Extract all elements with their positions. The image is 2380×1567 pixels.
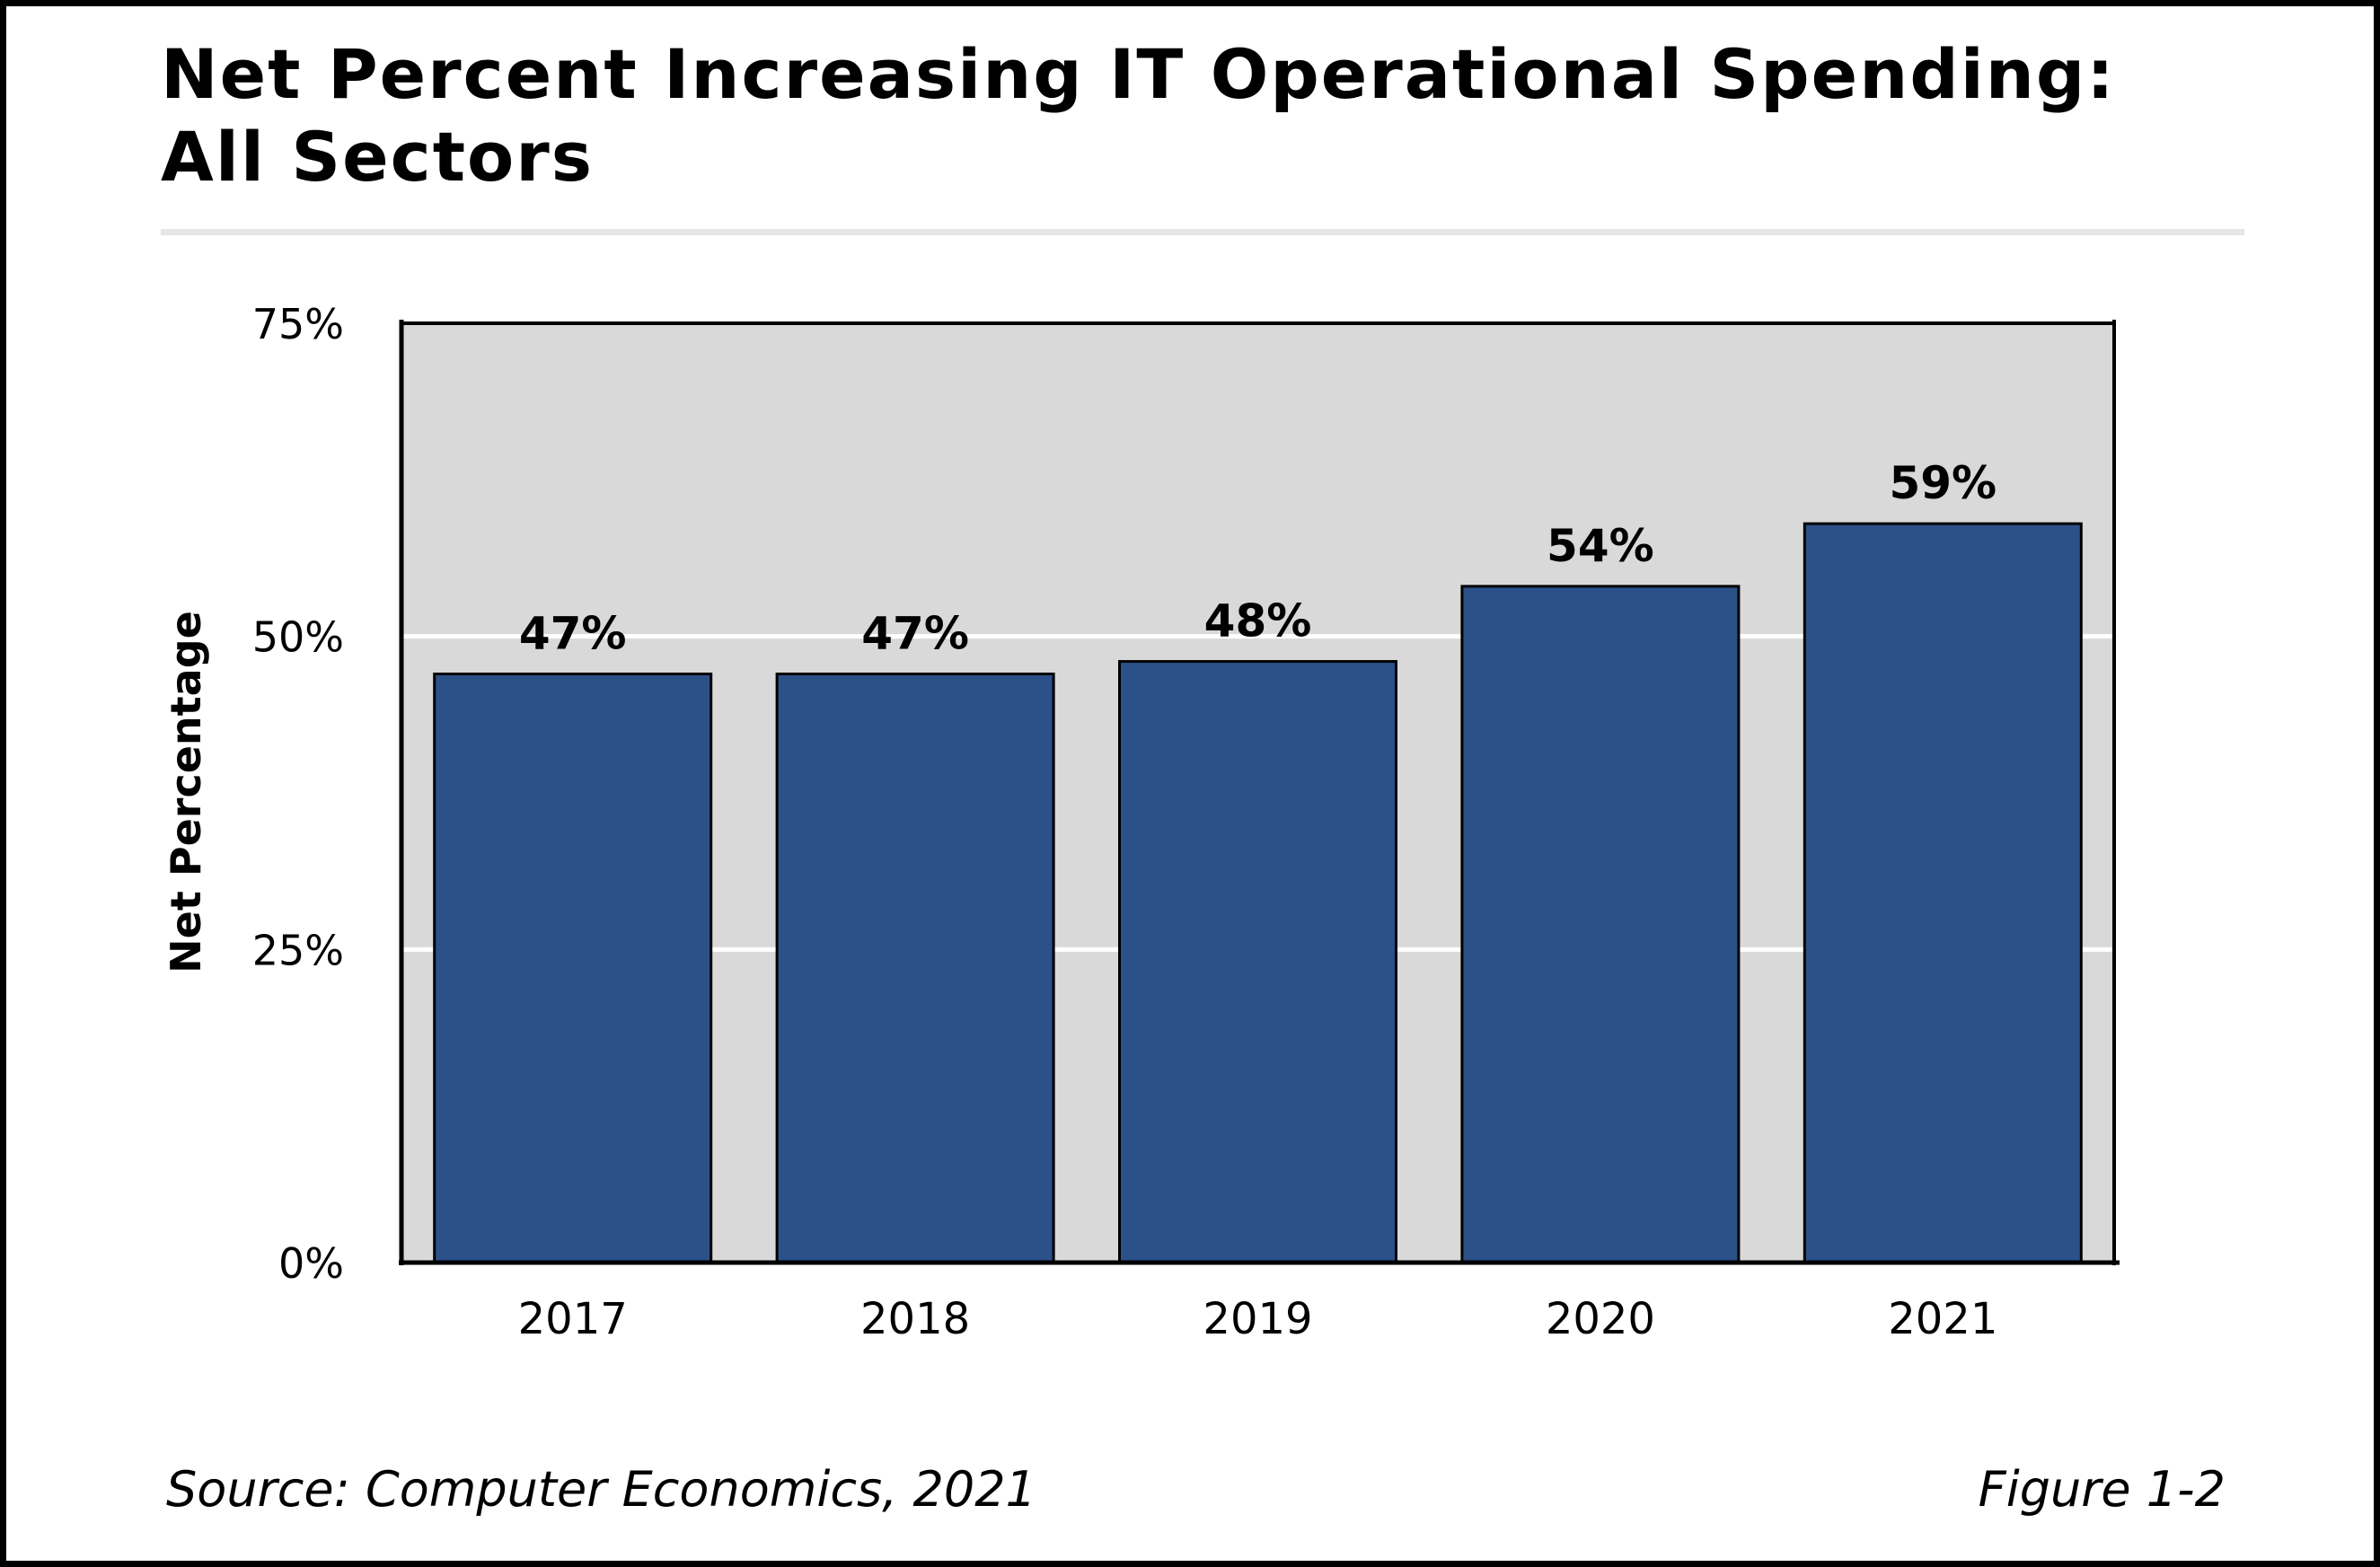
bar-chart: 0% 25% 50% 75% 47% 2017 47% 2018 48% 2019 54% 2020 5… — [252, 300, 2120, 1344]
bar-2021 — [1803, 522, 2083, 1264]
x-tick-label: 2017 — [518, 1294, 628, 1344]
y-axis-label: Net Percentage — [162, 611, 210, 973]
source-note: Source: Computer Economics, 2021 — [166, 1461, 1036, 1518]
x-tick-label: 2020 — [1546, 1294, 1655, 1344]
bar-2020 — [1460, 585, 1741, 1264]
y-tick-label: 75% — [252, 300, 344, 348]
y-tick-label: 0% — [278, 1239, 344, 1288]
data-label: 48% — [1204, 595, 1312, 647]
title-divider — [161, 229, 2244, 235]
chart-title-line-2: All Sectors — [161, 117, 594, 197]
x-tick-label: 2019 — [1203, 1294, 1312, 1344]
chart-title: Net Percent Increasing IT Operational Sp… — [161, 33, 2116, 198]
figure-number: Figure 1-2 — [1978, 1461, 2226, 1518]
bar-2019 — [1118, 660, 1397, 1264]
data-label: 54% — [1547, 520, 1654, 572]
x-tick-label: 2021 — [1888, 1294, 1997, 1344]
bar-2018 — [775, 673, 1055, 1264]
data-label: 59% — [1889, 457, 1997, 509]
y-tick-label: 25% — [252, 926, 344, 974]
chart-title-line-1: Net Percent Increasing IT Operational Sp… — [161, 34, 2116, 114]
bar-2017 — [433, 673, 713, 1264]
data-label: 47% — [861, 608, 969, 660]
data-label: 47% — [519, 608, 627, 660]
x-tick-label: 2018 — [860, 1294, 970, 1344]
y-tick-label: 50% — [252, 613, 344, 662]
